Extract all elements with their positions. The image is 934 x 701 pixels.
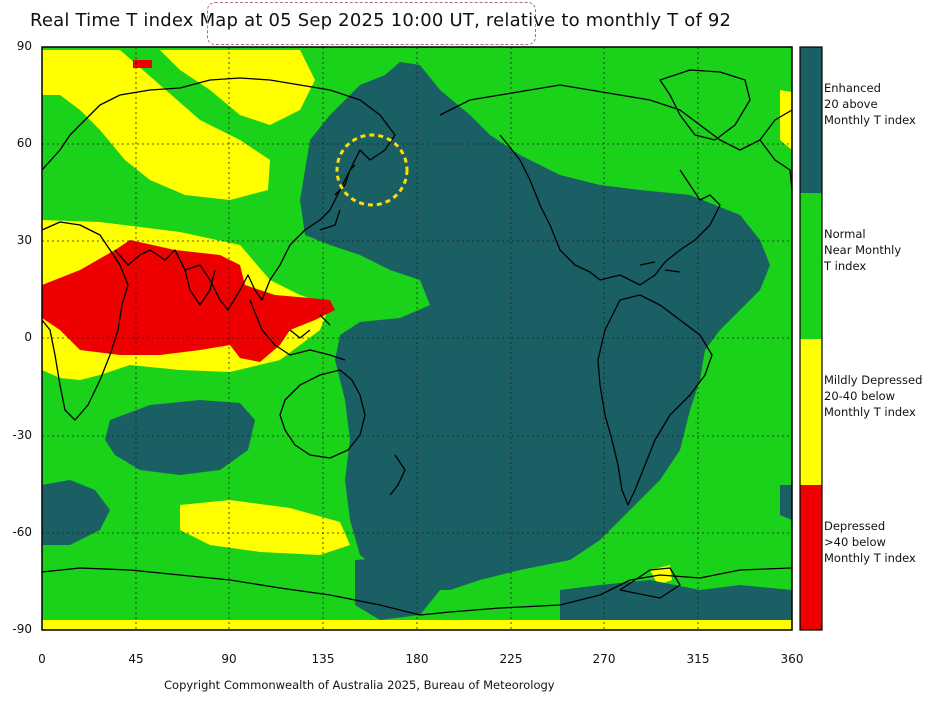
legend-line: >40 below (824, 535, 886, 549)
x-tick-label: 270 (592, 652, 616, 666)
legend-swatch-depressed (800, 485, 822, 630)
legend-swatch-normal (800, 193, 822, 339)
title-highlight-box (207, 2, 536, 45)
x-tick-label: 180 (405, 652, 429, 666)
y-tick-label: -30 (12, 428, 32, 442)
legend-line: Near Monthly (824, 243, 902, 257)
legend-line: Normal (824, 227, 866, 241)
enhanced-regions (42, 62, 792, 620)
legend-swatch-enhanced (800, 47, 822, 193)
map-title: Real Time T index Map at 05 Sep 2025 10:… (30, 10, 732, 31)
legend-line: Mildly Depressed (824, 373, 923, 387)
legend-line: Monthly T index (824, 551, 916, 565)
highlight-circle (335, 133, 409, 207)
y-tick-label: 30 (16, 233, 32, 247)
depressed-regions (42, 60, 335, 362)
coastlines (42, 69, 792, 616)
y-tick-label: 0 (24, 330, 32, 344)
legend-label-depressed: Depressed >40 below Monthly T index (824, 518, 934, 566)
x-tick-label: 45 (128, 652, 144, 666)
map-frame (41, 46, 793, 631)
legend-line: 20 above (824, 97, 878, 111)
y-tick-label: 90 (16, 39, 32, 53)
x-tick-label: 90 (221, 652, 237, 666)
legend-line: Depressed (824, 519, 886, 533)
legend-label-normal: Normal Near Monthly T index (824, 226, 934, 274)
y-tick-label: -90 (12, 622, 32, 636)
legend-label-enhanced: Enhanced 20 above Monthly T index (824, 80, 934, 128)
legend-line: Monthly T index (824, 113, 916, 127)
y-tick-label: -60 (12, 525, 32, 539)
copyright-notice: Copyright Commonwealth of Australia 2025… (164, 678, 555, 692)
x-tick-label: 0 (38, 652, 46, 666)
map-plot-area (42, 47, 792, 630)
y-tick-label: 60 (16, 136, 32, 150)
legend-line: Monthly T index (824, 405, 916, 419)
x-tick-label: 135 (311, 652, 335, 666)
legend-colorbar (799, 46, 823, 631)
legend-swatch-mild (800, 339, 822, 485)
x-tick-label: 315 (686, 652, 710, 666)
legend-line: T index (824, 259, 867, 273)
x-tick-label: 360 (780, 652, 804, 666)
legend-line: Enhanced (824, 81, 881, 95)
x-tick-label: 225 (499, 652, 523, 666)
legend-label-mild: Mildly Depressed 20-40 below Monthly T i… (824, 372, 934, 420)
legend-line: 20-40 below (824, 389, 896, 403)
graticule (42, 47, 792, 630)
